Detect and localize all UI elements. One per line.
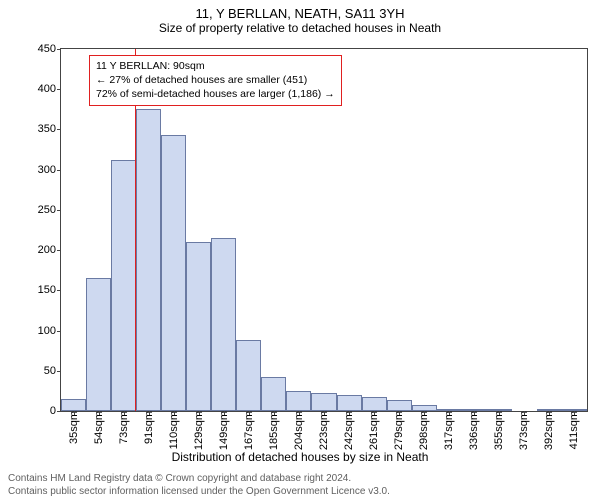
x-tick-label: 167sqm: [243, 411, 255, 450]
x-tick-label: 149sqm: [218, 411, 230, 450]
y-tick-mark: [57, 89, 61, 90]
x-tick-mark: [324, 411, 325, 415]
x-tick-label: 261sqm: [368, 411, 380, 450]
bar: [61, 399, 86, 411]
footer-attribution: Contains HM Land Registry data © Crown c…: [8, 473, 592, 498]
y-tick-mark: [57, 170, 61, 171]
x-tick-mark: [124, 411, 125, 415]
annotation-line: 11 Y BERLLAN: 90sqm: [96, 59, 335, 73]
x-tick-label: 373sqm: [518, 411, 530, 450]
y-tick-mark: [57, 331, 61, 332]
y-tick-mark: [57, 49, 61, 50]
x-tick-label: 91sqm: [143, 411, 155, 444]
x-tick-label: 185sqm: [268, 411, 280, 450]
x-tick-mark: [349, 411, 350, 415]
y-tick-mark: [57, 290, 61, 291]
x-tick-label: 35sqm: [68, 411, 80, 444]
y-tick-mark: [57, 210, 61, 211]
bar: [387, 400, 412, 411]
bar: [236, 340, 261, 411]
x-tick-label: 336sqm: [468, 411, 480, 450]
x-tick-label: 223sqm: [318, 411, 330, 450]
x-tick-label: 73sqm: [118, 411, 130, 444]
x-tick-label: 279sqm: [393, 411, 405, 450]
annotation-line: 72% of semi-detached houses are larger (…: [96, 87, 335, 101]
y-tick-mark: [57, 411, 61, 412]
x-tick-label: 298sqm: [418, 411, 430, 450]
x-tick-mark: [74, 411, 75, 415]
bar: [362, 397, 387, 411]
x-tick-mark: [374, 411, 375, 415]
x-tick-mark: [524, 411, 525, 415]
bar: [86, 278, 111, 411]
x-tick-label: 355sqm: [493, 411, 505, 450]
x-tick-label: 204sqm: [293, 411, 305, 450]
x-tick-mark: [274, 411, 275, 415]
x-tick-mark: [499, 411, 500, 415]
x-tick-label: 392sqm: [543, 411, 555, 450]
x-tick-label: 129sqm: [193, 411, 205, 450]
plot-area: 11 Y BERLLAN: 90sqm← 27% of detached hou…: [60, 48, 588, 412]
x-tick-label: 54sqm: [93, 411, 105, 444]
x-tick-mark: [474, 411, 475, 415]
bar: [186, 242, 211, 411]
bar: [286, 391, 311, 411]
annotation-box: 11 Y BERLLAN: 90sqm← 27% of detached hou…: [89, 55, 342, 106]
chart-title-sub: Size of property relative to detached ho…: [0, 21, 600, 37]
x-tick-mark: [149, 411, 150, 415]
y-tick-mark: [57, 129, 61, 130]
x-tick-mark: [249, 411, 250, 415]
x-tick-mark: [449, 411, 450, 415]
x-tick-mark: [574, 411, 575, 415]
x-tick-label: 317sqm: [443, 411, 455, 450]
bar: [161, 135, 186, 411]
x-tick-label: 411sqm: [568, 411, 580, 449]
x-axis-label: Distribution of detached houses by size …: [0, 450, 600, 464]
footer-line-1: Contains HM Land Registry data © Crown c…: [8, 473, 592, 486]
x-tick-label: 110sqm: [168, 411, 180, 449]
y-tick-mark: [57, 250, 61, 251]
bar: [337, 395, 362, 411]
bar: [261, 377, 286, 411]
x-tick-mark: [224, 411, 225, 415]
x-tick-mark: [424, 411, 425, 415]
x-tick-label: 242sqm: [343, 411, 355, 450]
x-tick-mark: [199, 411, 200, 415]
bar: [311, 393, 336, 412]
x-tick-mark: [299, 411, 300, 415]
annotation-line: ← 27% of detached houses are smaller (45…: [96, 73, 335, 87]
x-tick-mark: [99, 411, 100, 415]
chart-title-main: 11, Y BERLLAN, NEATH, SA11 3YH: [0, 0, 600, 21]
footer-line-2: Contains public sector information licen…: [8, 486, 592, 499]
bar: [211, 238, 236, 411]
chart-container: 11, Y BERLLAN, NEATH, SA11 3YH Size of p…: [0, 0, 600, 500]
x-tick-mark: [399, 411, 400, 415]
bar: [136, 109, 161, 411]
x-tick-mark: [549, 411, 550, 415]
x-tick-mark: [174, 411, 175, 415]
y-tick-mark: [57, 371, 61, 372]
bar: [111, 160, 136, 411]
